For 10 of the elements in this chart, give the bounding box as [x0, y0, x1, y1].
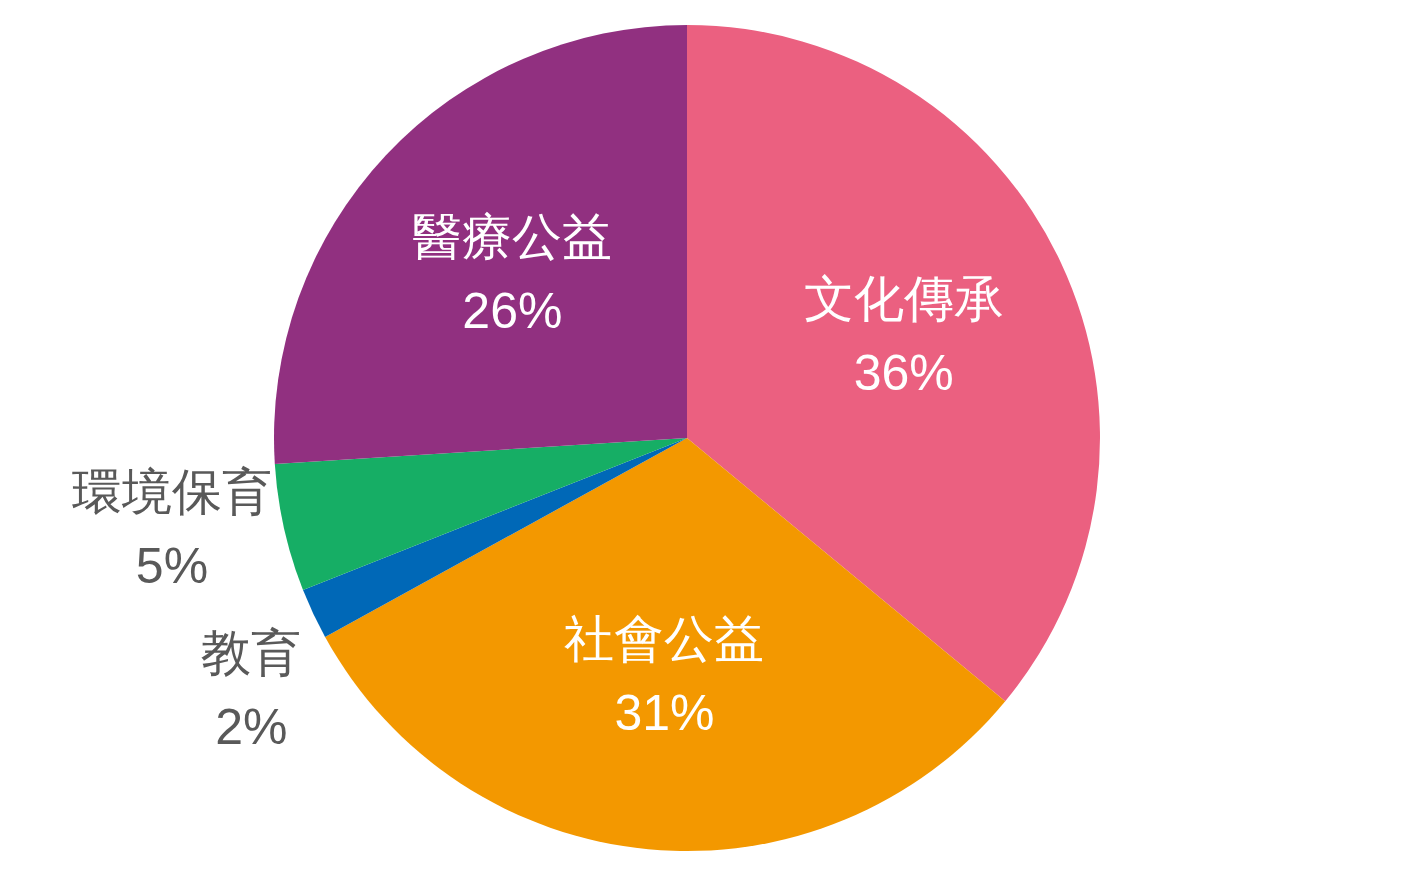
- slice-label: 文化傳承: [803, 270, 1004, 329]
- slice-label: 社會公益: [564, 610, 765, 669]
- data-label: 31%: [614, 685, 715, 742]
- data-label: 26%: [462, 283, 563, 340]
- slice-label: 醫療公益: [412, 208, 613, 267]
- data-label: 5%: [135, 537, 209, 594]
- data-label: 2%: [215, 698, 288, 755]
- slice-label: 教育: [201, 623, 302, 682]
- data-label: 36%: [853, 345, 954, 402]
- slice-label: 環境保育: [71, 462, 272, 521]
